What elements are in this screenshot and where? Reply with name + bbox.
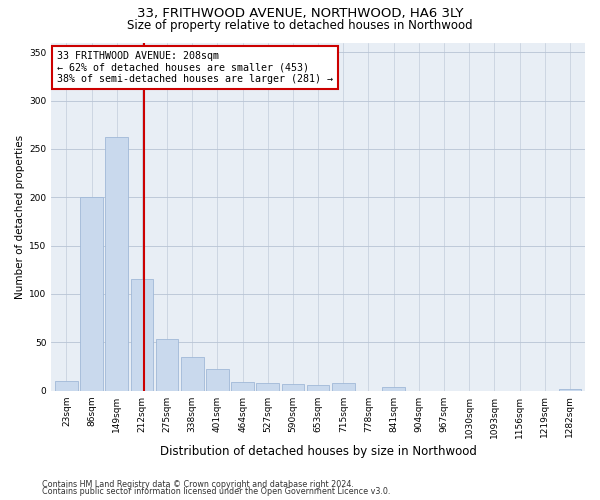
- Bar: [131, 280, 153, 390]
- Bar: [307, 385, 329, 390]
- Bar: [206, 370, 229, 390]
- Bar: [332, 383, 355, 390]
- X-axis label: Distribution of detached houses by size in Northwood: Distribution of detached houses by size …: [160, 444, 476, 458]
- Y-axis label: Number of detached properties: Number of detached properties: [15, 134, 25, 298]
- Bar: [106, 138, 128, 390]
- Bar: [80, 197, 103, 390]
- Text: Contains HM Land Registry data © Crown copyright and database right 2024.: Contains HM Land Registry data © Crown c…: [42, 480, 354, 489]
- Bar: [559, 388, 581, 390]
- Text: Contains public sector information licensed under the Open Government Licence v3: Contains public sector information licen…: [42, 487, 391, 496]
- Text: 33, FRITHWOOD AVENUE, NORTHWOOD, HA6 3LY: 33, FRITHWOOD AVENUE, NORTHWOOD, HA6 3LY: [137, 8, 463, 20]
- Bar: [231, 382, 254, 390]
- Bar: [256, 383, 279, 390]
- Bar: [382, 386, 405, 390]
- Bar: [281, 384, 304, 390]
- Bar: [181, 356, 203, 390]
- Bar: [55, 381, 78, 390]
- Bar: [156, 340, 178, 390]
- Text: 33 FRITHWOOD AVENUE: 208sqm
← 62% of detached houses are smaller (453)
38% of se: 33 FRITHWOOD AVENUE: 208sqm ← 62% of det…: [56, 51, 332, 84]
- Text: Size of property relative to detached houses in Northwood: Size of property relative to detached ho…: [127, 18, 473, 32]
